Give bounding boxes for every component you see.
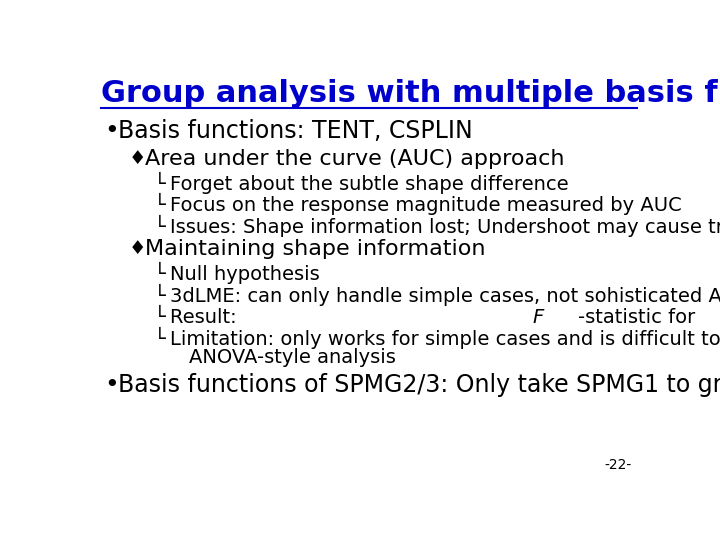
Text: F: F xyxy=(532,308,544,327)
Text: •: • xyxy=(104,373,119,397)
Text: └: └ xyxy=(154,308,166,327)
Text: -22-: -22- xyxy=(604,458,631,472)
Text: └: └ xyxy=(154,174,166,193)
Text: └: └ xyxy=(154,196,166,215)
Text: •: • xyxy=(104,119,119,143)
Text: Issues: Shape information lost; Undershoot may cause trouble: Issues: Shape information lost; Undersho… xyxy=(170,218,720,237)
Text: ♦: ♦ xyxy=(129,239,147,259)
Text: 3dLME: can only handle simple cases, not sohisticated ANOVA: 3dLME: can only handle simple cases, not… xyxy=(170,287,720,306)
Text: └: └ xyxy=(154,287,166,306)
Text: -statistic for: -statistic for xyxy=(577,308,701,327)
Text: └: └ xyxy=(154,330,166,349)
Text: Maintaining shape information: Maintaining shape information xyxy=(145,239,485,259)
Text: Basis functions: TENT, CSPLIN: Basis functions: TENT, CSPLIN xyxy=(118,119,472,143)
Text: Group analysis with multiple basis functions: Group analysis with multiple basis funct… xyxy=(101,79,720,109)
Text: Area under the curve (AUC) approach: Area under the curve (AUC) approach xyxy=(145,149,564,169)
Text: Forget about the subtle shape difference: Forget about the subtle shape difference xyxy=(170,174,568,193)
Text: ANOVA-style analysis: ANOVA-style analysis xyxy=(189,348,396,367)
Text: Limitation: only works for simple cases and is difficult to handle: Limitation: only works for simple cases … xyxy=(170,330,720,349)
Text: ♦: ♦ xyxy=(129,149,147,168)
Text: └: └ xyxy=(154,218,166,237)
Text: └: └ xyxy=(154,265,166,284)
Text: Null hypothesis: Null hypothesis xyxy=(170,265,325,284)
Text: Focus on the response magnitude measured by AUC: Focus on the response magnitude measured… xyxy=(170,196,682,215)
Text: Basis functions of SPMG2/3: Only take SPMG1 to group: Basis functions of SPMG2/3: Only take SP… xyxy=(118,373,720,397)
Text: Result:: Result: xyxy=(170,308,243,327)
